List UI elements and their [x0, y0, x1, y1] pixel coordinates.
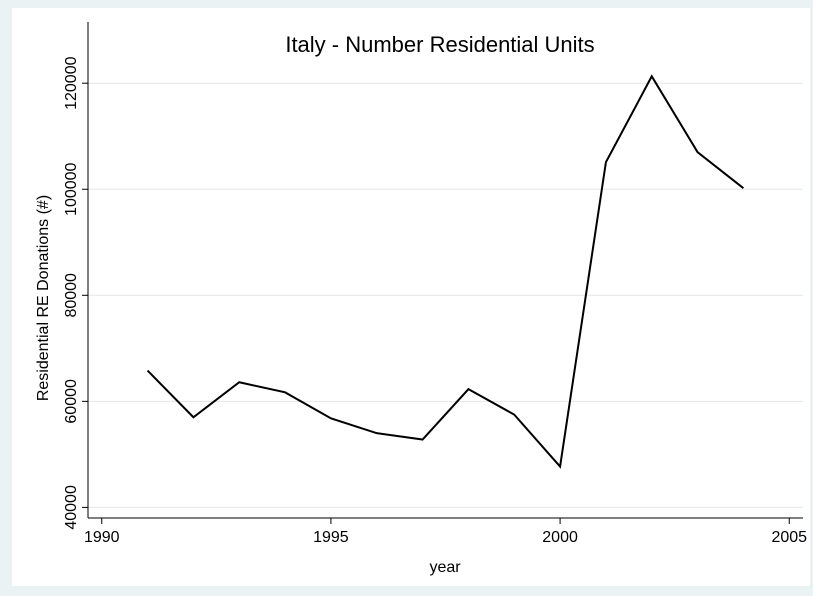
- data-line: [146, 74, 745, 469]
- y-axis-label: Residential RE Donations (#): [35, 195, 52, 401]
- x-axis-label: year: [429, 559, 461, 576]
- x-tick-label: 1990: [84, 529, 120, 546]
- y-tick-label: 60000: [63, 379, 80, 424]
- y-tick-label: 80000: [63, 273, 80, 318]
- x-tick-label: 2000: [542, 529, 578, 546]
- graph-region: [12, 8, 810, 586]
- x-tick-label: 2005: [771, 529, 807, 546]
- y-tick-label: 120000: [63, 56, 80, 109]
- x-tick-label: 1995: [313, 529, 349, 546]
- chart-title: Italy - Number Residential Units: [285, 32, 594, 57]
- y-tick-label: 100000: [63, 162, 80, 215]
- y-tick-label: 40000: [63, 485, 80, 530]
